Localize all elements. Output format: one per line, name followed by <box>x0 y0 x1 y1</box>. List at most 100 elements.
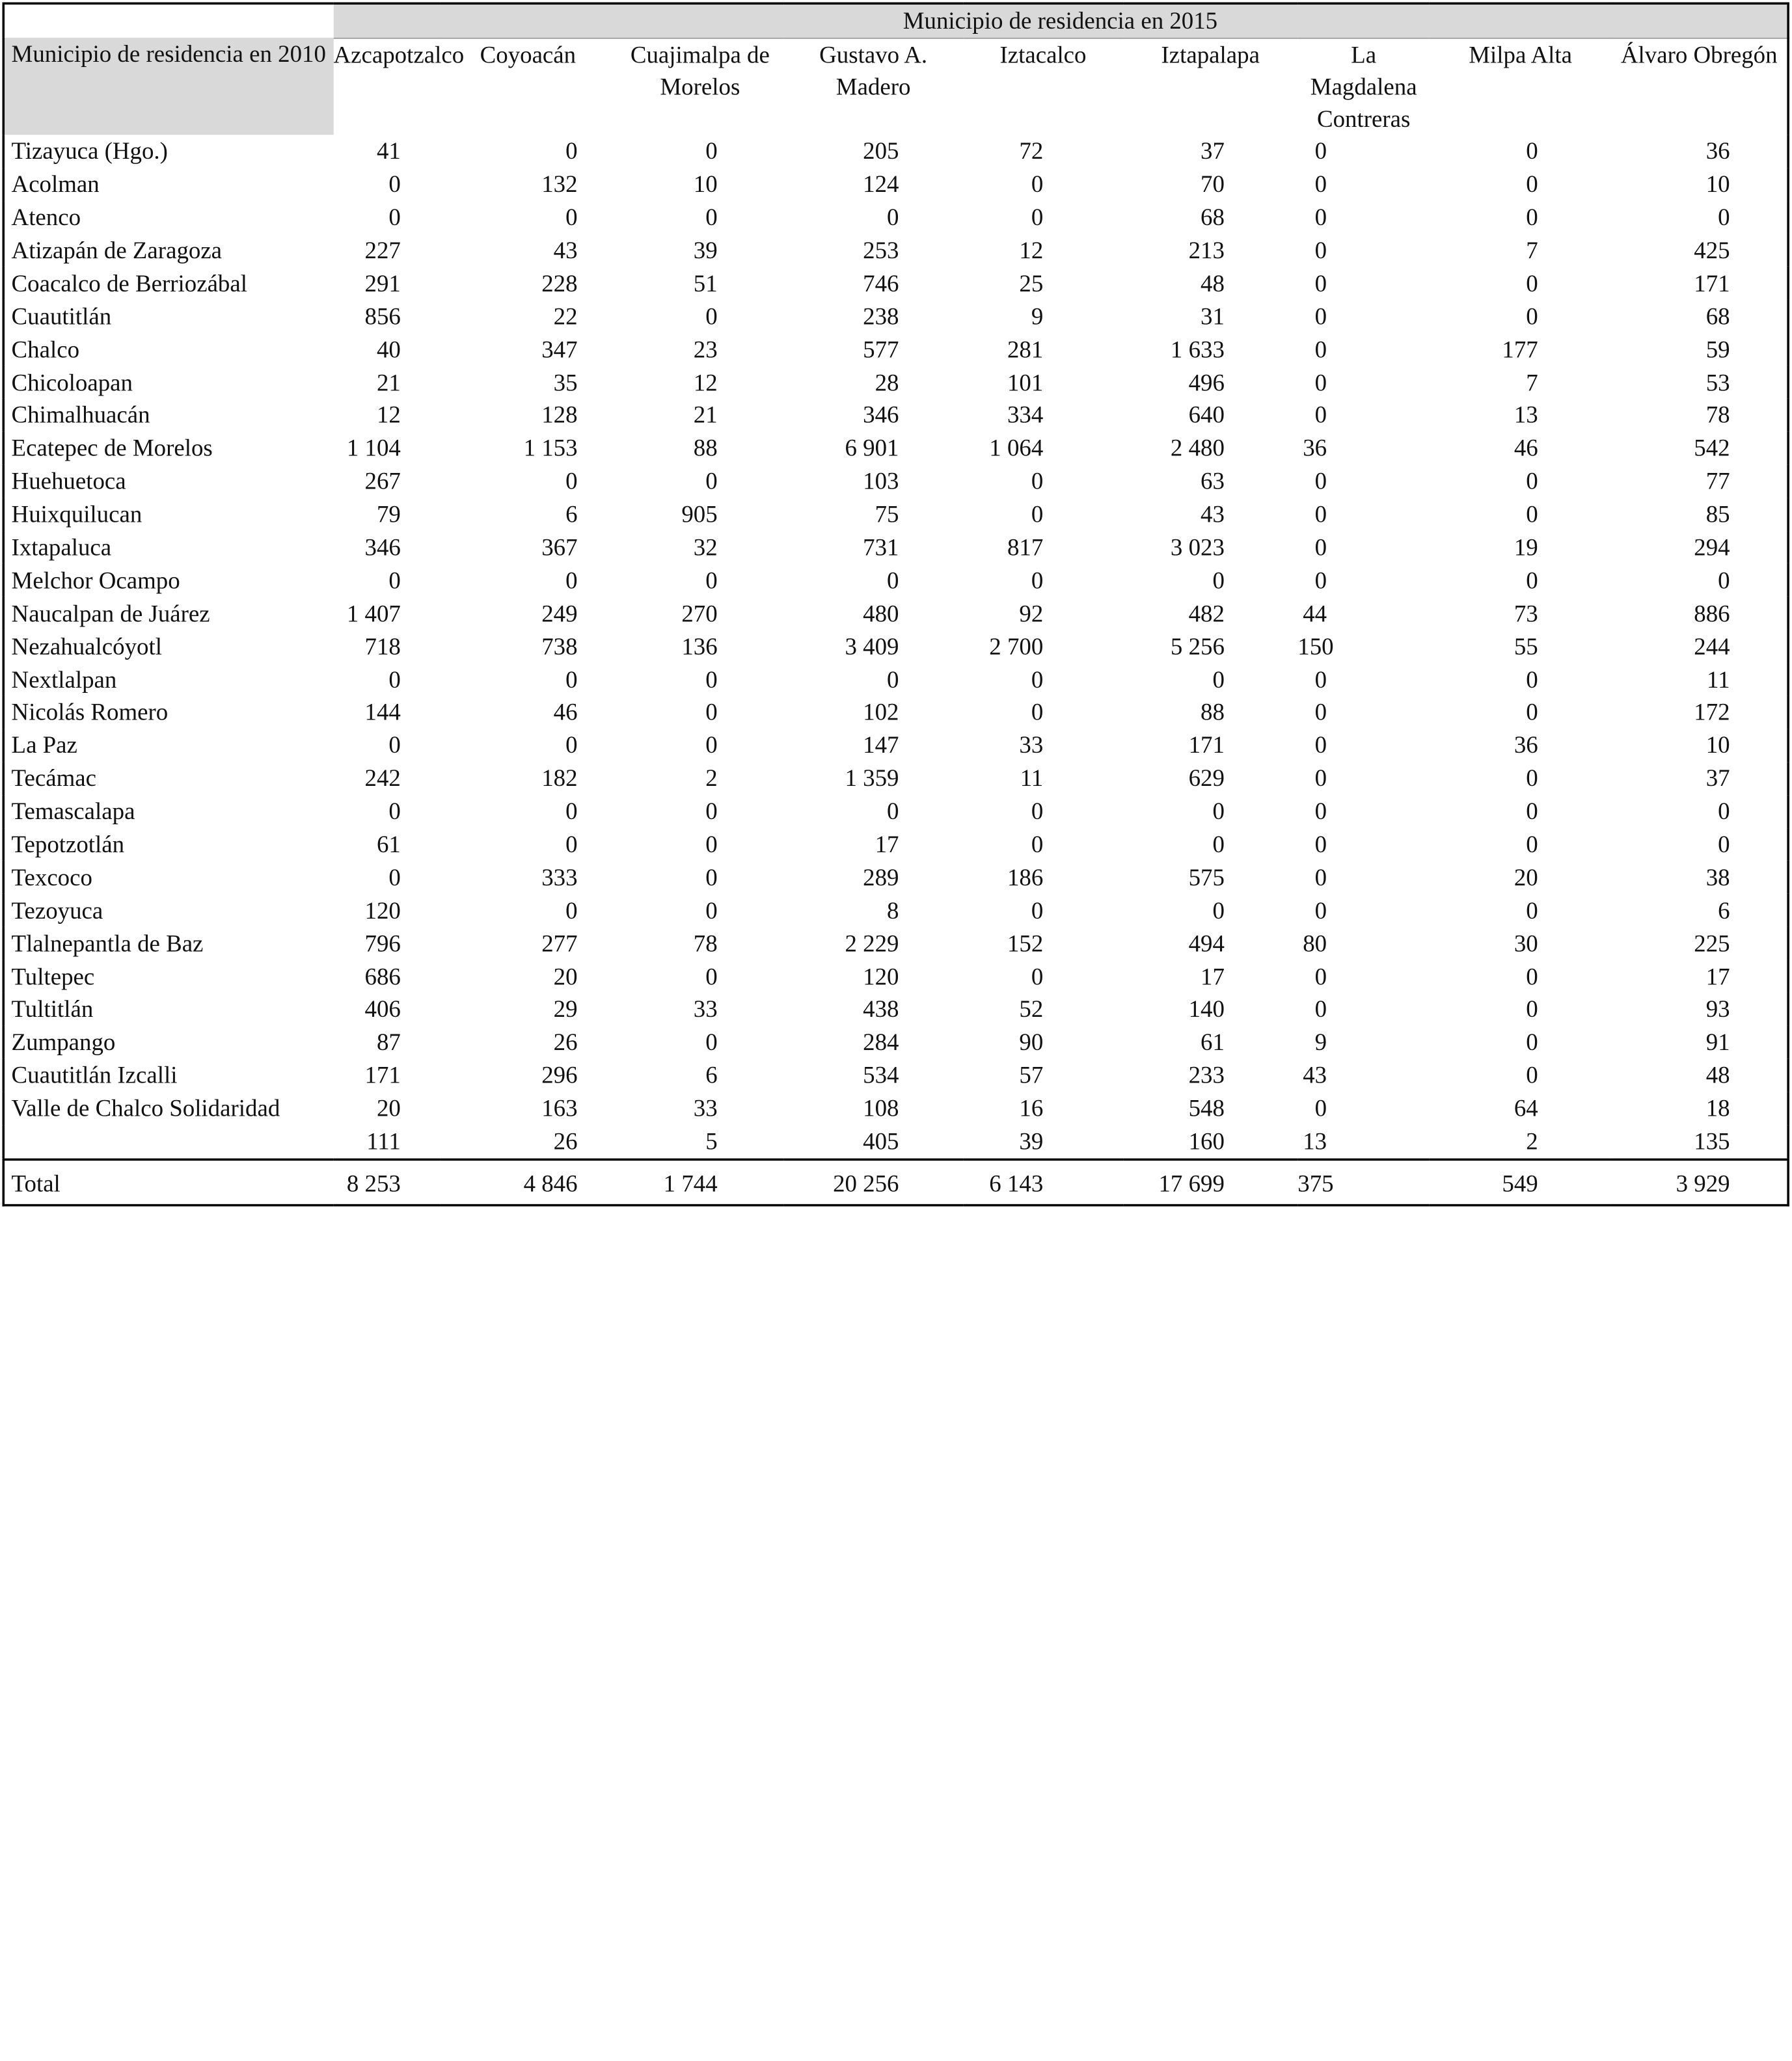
table-cell: 1 359 <box>845 764 899 792</box>
table-cell: 406 <box>364 995 401 1023</box>
table-cell: 213 <box>1188 236 1225 264</box>
table-cell: 0 <box>887 566 899 594</box>
table-cell: 0 <box>1718 797 1730 826</box>
table-cell: 48 <box>1201 269 1225 297</box>
table-cell: 0 <box>705 467 718 495</box>
table-cell: 494 <box>1188 929 1225 958</box>
row-label: Temascalapa <box>11 797 135 826</box>
row-header: Municipio de residencia en 2010 <box>3 38 334 135</box>
table-cell: 0 <box>705 731 718 759</box>
table-cell: 51 <box>693 269 718 297</box>
table-cell: 171 <box>1694 269 1730 297</box>
table-cell: 46 <box>553 698 578 726</box>
table-cell: 0 <box>1314 797 1327 826</box>
column-header: Cuajimalpa de Morelos <box>630 41 770 101</box>
table-cell: 19 <box>1514 533 1538 561</box>
table-cell: 482 <box>1188 599 1225 627</box>
table-cell: 291 <box>364 269 401 297</box>
table-cell: 9 <box>1314 1029 1327 1057</box>
table-cell: 9 <box>1031 302 1044 330</box>
table-row: Atenco 0 0 0 0 0 68 0 0 0 <box>3 200 1788 234</box>
super-header: Municipio de residencia en 2015 <box>333 3 1789 39</box>
table-cell: 11 <box>1707 666 1730 694</box>
table-cell: 496 <box>1188 368 1225 396</box>
table-cell: 0 <box>388 797 401 826</box>
table-cell: 0 <box>1031 896 1044 924</box>
table-cell: 91 <box>1705 1029 1730 1057</box>
table-cell: 0 <box>1526 666 1538 694</box>
table-row: Tultepec 686 20 0 120 0 17 0 0 17 <box>3 960 1788 993</box>
table-cell: 0 <box>1526 830 1538 858</box>
row-label: Tlalnepantla de Baz <box>11 929 204 958</box>
table-cell: 0 <box>705 302 718 330</box>
table-cell: 0 <box>1031 467 1044 495</box>
table-cell: 0 <box>705 698 718 726</box>
table-cell: 36 <box>1514 731 1538 759</box>
total-cell: 4 846 <box>439 1157 617 1205</box>
total-cell: 6 143 <box>962 1157 1124 1205</box>
table-cell: 0 <box>388 566 401 594</box>
table-row: Ixtapaluca 346 367 32 731 817 3 023 0 19 294 <box>3 531 1788 564</box>
table-cell: 23 <box>693 335 718 363</box>
table-cell: 3 023 <box>1170 533 1225 561</box>
table-cell: 40 <box>376 335 401 363</box>
table-cell: 177 <box>1502 335 1538 363</box>
table-cell: 108 <box>863 1094 899 1122</box>
column-header: Gustavo A. Madero <box>819 41 928 101</box>
table-cell: 425 <box>1694 236 1730 264</box>
table-cell: 61 <box>376 830 401 858</box>
corner-blank <box>3 3 333 38</box>
migration-table: Municipio de residencia en 2015 Municipi… <box>2 2 1789 1206</box>
table-cell: 6 <box>565 500 578 528</box>
table-cell: 296 <box>541 1061 578 1089</box>
table-cell: 0 <box>1031 666 1044 694</box>
table-cell: 37 <box>1705 764 1730 792</box>
table-cell: 0 <box>1314 666 1327 694</box>
table-cell: 17 <box>875 830 899 858</box>
table-cell: 0 <box>565 566 578 594</box>
table-cell: 0 <box>1314 698 1327 726</box>
table-cell: 182 <box>541 764 578 792</box>
table-cell: 88 <box>1201 698 1225 726</box>
table-cell: 70 <box>1201 170 1225 198</box>
table-cell: 90 <box>1019 1029 1044 1057</box>
table-cell: 85 <box>1705 500 1730 528</box>
table-cell: 10 <box>693 170 718 198</box>
table-cell: 102 <box>863 698 899 726</box>
table-cell: 64 <box>1514 1094 1538 1122</box>
table-cell: 281 <box>1007 335 1044 363</box>
table-cell: 12 <box>1019 236 1044 264</box>
table-cell: 746 <box>863 269 899 297</box>
table-cell: 17 <box>1201 962 1225 990</box>
table-cell: 13 <box>1514 401 1538 429</box>
table-row: Tecámac 242 182 2 1 359 11 629 0 0 37 <box>3 762 1788 795</box>
table-cell: 0 <box>1526 896 1538 924</box>
table-row: Texcoco 0 333 0 289 186 575 0 20 38 <box>3 861 1788 894</box>
table-cell: 347 <box>541 335 578 363</box>
table-cell: 103 <box>863 467 899 495</box>
table-cell: 61 <box>1201 1029 1225 1057</box>
total-cell: 17 699 <box>1123 1157 1298 1205</box>
table-cell: 856 <box>364 302 401 330</box>
table-row: Zumpango 87 26 0 284 90 61 9 0 91 <box>3 1026 1788 1059</box>
table-cell: 0 <box>705 830 718 858</box>
table-cell: 205 <box>863 137 899 165</box>
table-row: Cuautitlán 856 22 0 238 9 31 0 0 68 <box>3 300 1788 333</box>
table-cell: 92 <box>1019 599 1044 627</box>
table-cell: 171 <box>364 1061 401 1089</box>
table-cell: 0 <box>705 962 718 990</box>
table-cell: 0 <box>1314 764 1327 792</box>
table-cell: 101 <box>1007 368 1044 396</box>
table-cell: 0 <box>1031 203 1044 231</box>
row-label: Zumpango <box>11 1029 116 1057</box>
table-cell: 284 <box>863 1029 899 1057</box>
table-cell: 2 480 <box>1170 434 1225 463</box>
table-cell: 72 <box>1019 137 1044 165</box>
table-cell: 136 <box>681 632 718 660</box>
table-cell: 0 <box>565 830 578 858</box>
row-label: Ecatepec de Morelos <box>11 434 213 463</box>
row-label: Chimalhuacán <box>11 401 150 429</box>
table-cell: 26 <box>553 1127 578 1155</box>
table-cell: 0 <box>1526 170 1538 198</box>
table-cell: 0 <box>1526 566 1538 594</box>
